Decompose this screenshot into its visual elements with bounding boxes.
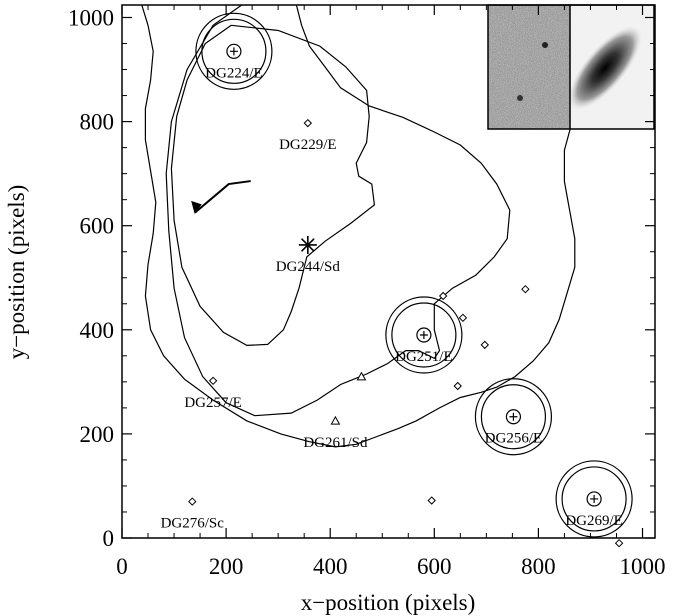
marker-dg269-e (586, 491, 602, 507)
x-tick-label: 600 (417, 554, 452, 579)
marker-point-7 (427, 496, 436, 505)
x-tick-label: 1000 (620, 554, 666, 579)
marker-dg256-e (505, 409, 522, 425)
y-axis-label: y−position (pixels) (4, 185, 29, 360)
aperture-inner-dg269-e (561, 466, 627, 532)
marker-dg224-e (226, 43, 242, 59)
aperture-outer-dg256-e (474, 378, 553, 456)
y-tick-label: 1000 (68, 5, 114, 30)
marker-point-8 (614, 538, 624, 548)
label-dg257-e: DG257/E (184, 395, 242, 411)
aperture-inner-dg251-e (391, 302, 457, 368)
y-tick-label: 600 (80, 214, 115, 239)
marker-dg276-sc (188, 497, 197, 506)
marker-dg261-sd (330, 415, 341, 425)
marker-dg229-e (303, 118, 313, 128)
label-dg224-e: DG224/E (205, 65, 263, 81)
label-dg244-sd: DG244/Sd (276, 259, 341, 275)
aperture-inner-dg256-e (480, 384, 547, 450)
marker-dg269-e-plus (590, 494, 599, 503)
marker-point-6 (521, 284, 530, 294)
point-labels: DG224/E DG251/E DG256/E DG269/E DG244/Sd DG22… (161, 65, 623, 531)
aperture-outer-dg269-e (555, 460, 633, 538)
y-tick-label: 800 (80, 110, 115, 135)
label-dg269-e: DG269/E (565, 513, 623, 529)
marker-point-3 (458, 313, 468, 323)
aperture-outer-dg224-e (195, 12, 273, 90)
label-dg256-e: DG256/E (485, 431, 543, 447)
x-tick-label: 800 (521, 554, 556, 579)
inset-panel (487, 4, 655, 130)
plot-frame (121, 4, 656, 539)
marker-point-1 (356, 371, 367, 381)
marker-dg251-e-plus (419, 331, 428, 340)
marker-point-2 (438, 291, 448, 301)
arrow-head (191, 200, 202, 214)
data-markers (188, 43, 624, 548)
label-dg261-sd: DG261/Sd (303, 435, 368, 451)
label-dg229-e: DG229/E (279, 137, 337, 153)
raw-image-stamp (488, 5, 570, 129)
model-image-stamp (568, 5, 654, 129)
contour-line-2 (165, 5, 511, 417)
x-axis-label: x−position (pixels) (301, 590, 476, 615)
contour-lines (141, 5, 576, 448)
marker-dg251-e (416, 327, 432, 343)
label-dg276-sc: DG276/Sc (161, 516, 225, 532)
marker-dg256-e-plus (509, 412, 518, 421)
marker-dg224-e-plus (229, 47, 238, 56)
y-tick-label: 200 (80, 422, 115, 447)
x-tick-label: 0 (116, 554, 128, 579)
marker-dg244-sd (298, 235, 317, 254)
y-tick-label: 400 (80, 318, 115, 343)
aperture-inner-dg224-e (201, 18, 267, 84)
marker-dg257-e (208, 376, 218, 386)
marker-point-5 (453, 381, 462, 391)
contour-line-3 (141, 5, 576, 448)
y-tick-label: 0 (103, 526, 115, 551)
arrow-shaft (194, 180, 251, 214)
contour-line-1 (170, 24, 376, 347)
aperture-outer-dg251-e (385, 296, 463, 374)
aperture-circles (195, 12, 633, 538)
plot-axes: 0 200 400 600 800 1000 0 200 400 600 800 1000 (68, 4, 666, 579)
x-tick-label: 200 (209, 554, 244, 579)
x-tick-label: 400 (313, 554, 348, 579)
orientation-arrow (191, 180, 251, 214)
label-dg251-e: DG251/E (395, 349, 453, 365)
marker-point-4 (480, 340, 490, 350)
